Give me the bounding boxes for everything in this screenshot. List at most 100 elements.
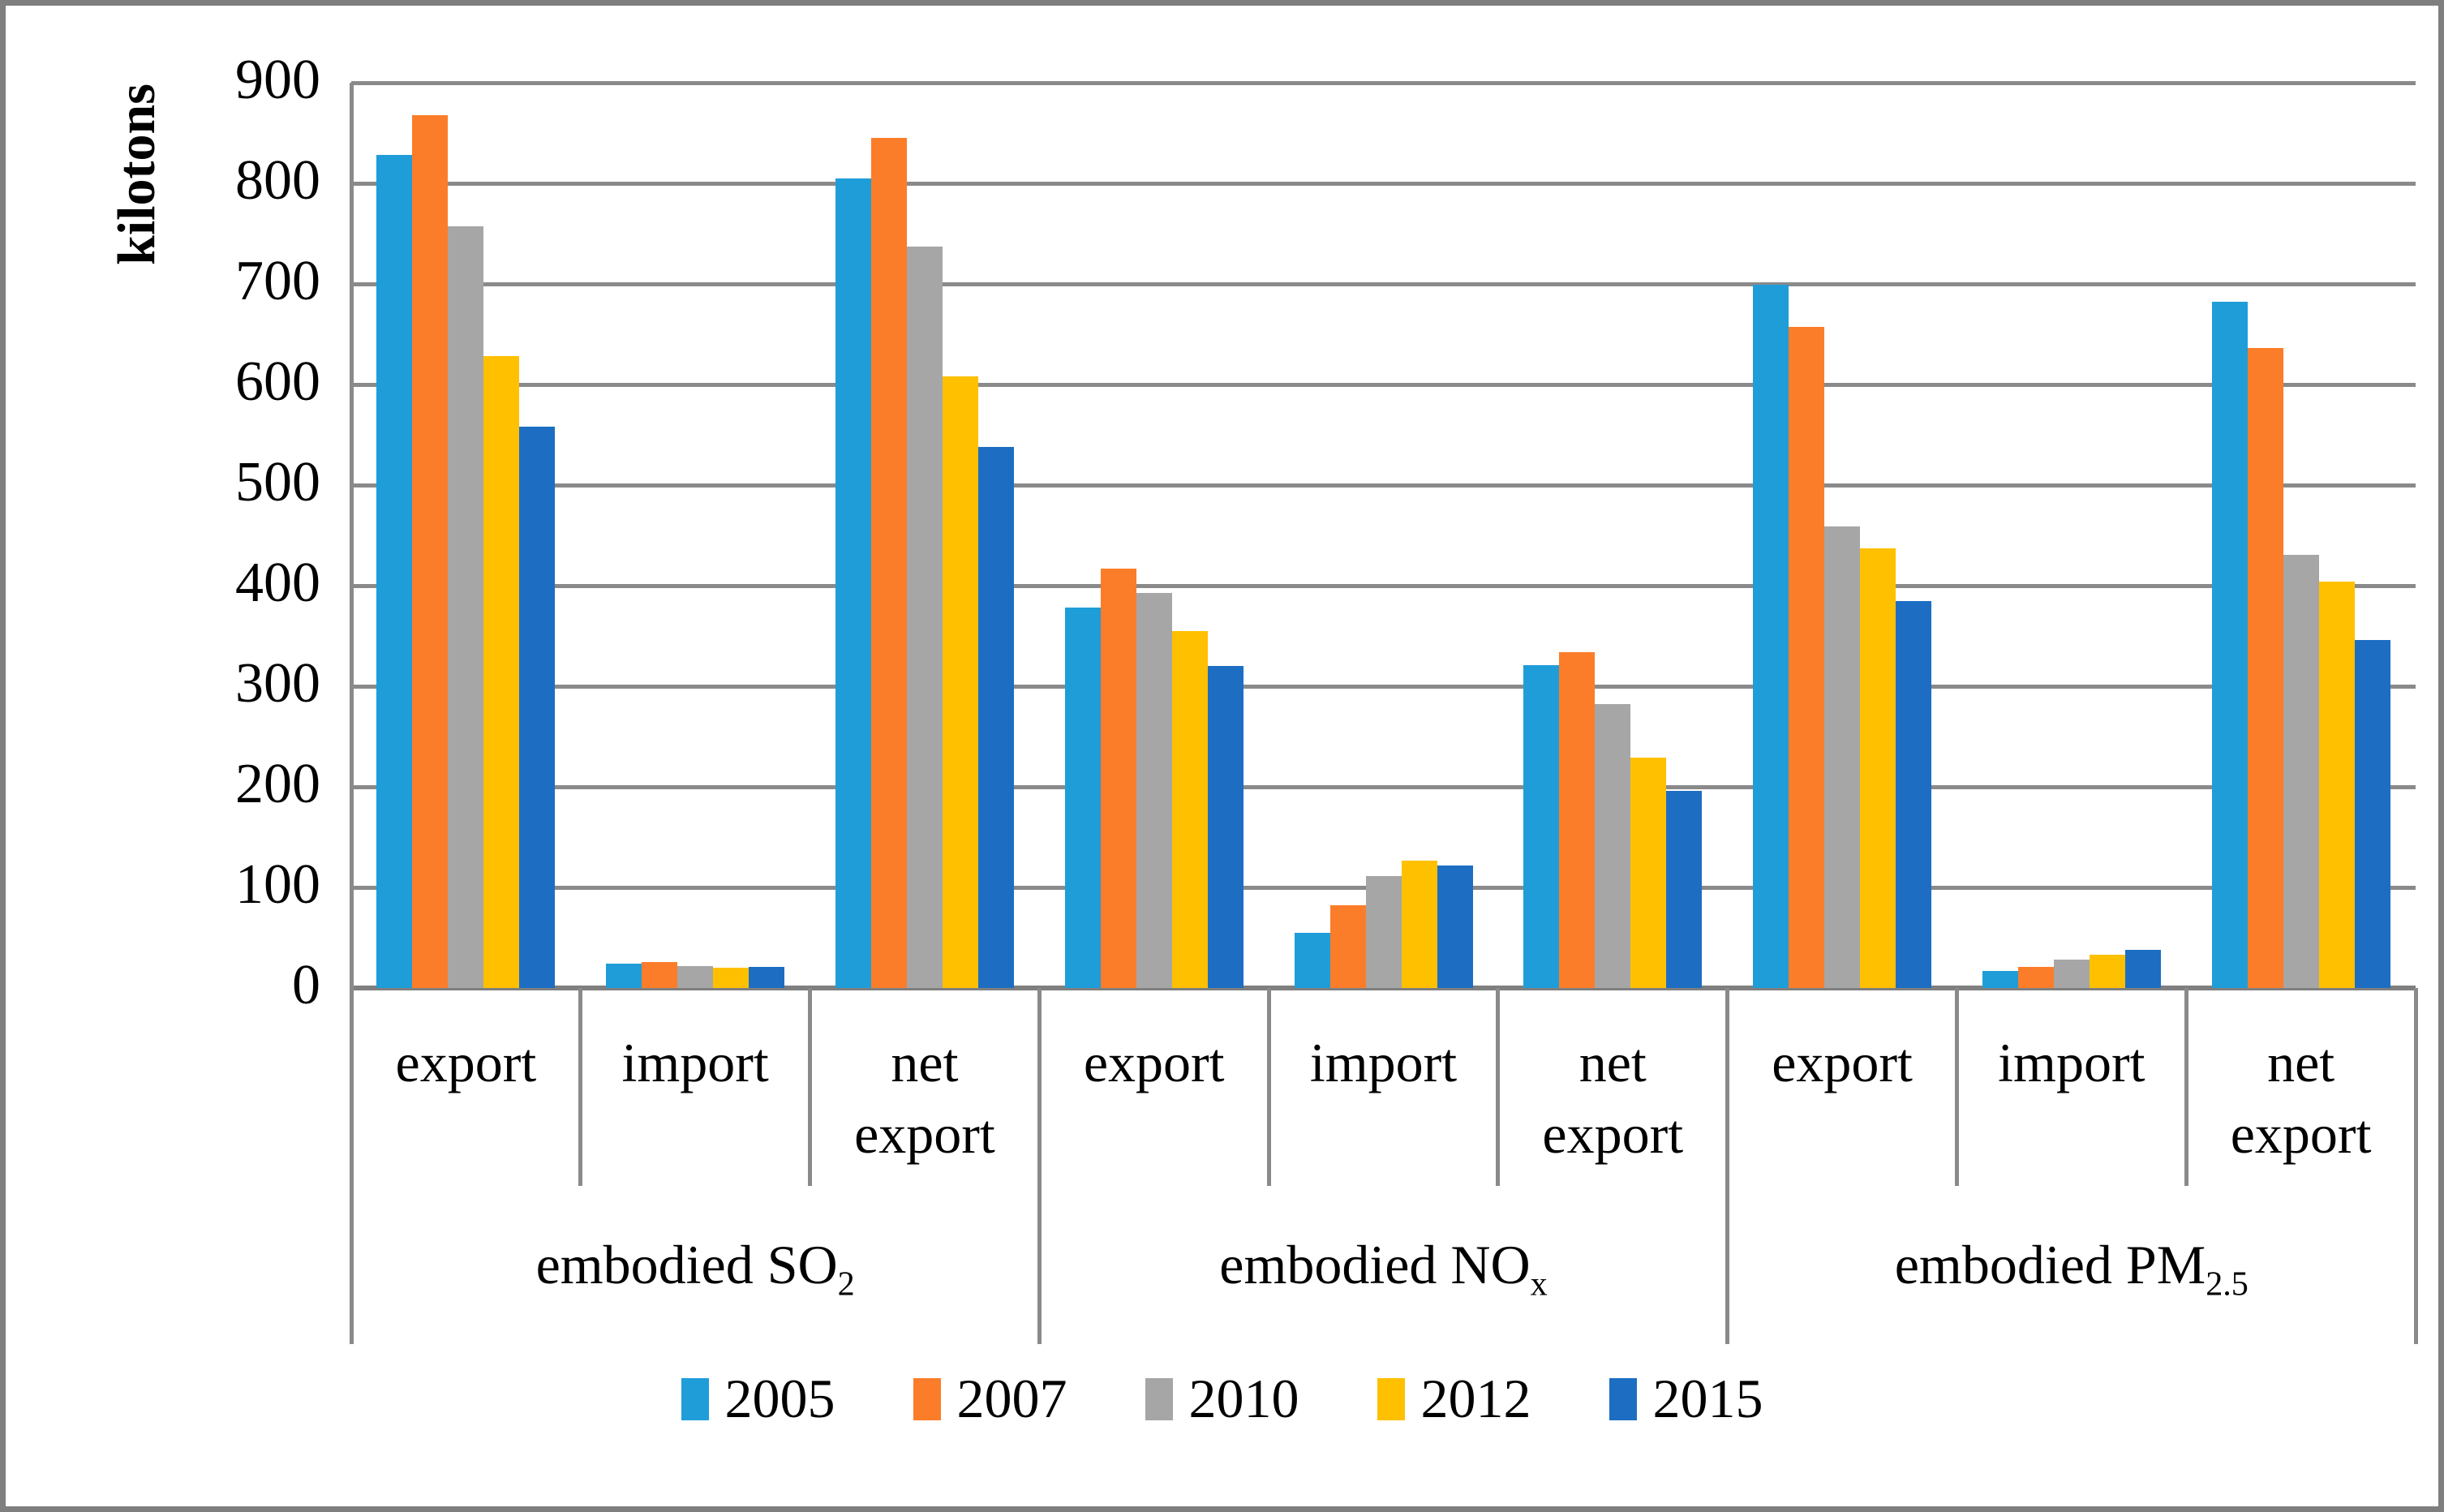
category-divider	[1037, 988, 1042, 1344]
legend-label-2015: 2015	[1652, 1368, 1763, 1429]
bar-2010-cluster5	[1595, 704, 1631, 988]
gridline-700	[351, 281, 2416, 286]
legend-item-2012: 2012	[1377, 1367, 1531, 1431]
bar-2015-cluster8	[2354, 639, 2390, 988]
bar-2007-cluster1	[642, 961, 678, 988]
bar-2012-cluster5	[1630, 758, 1667, 988]
subgroup-divider	[578, 988, 583, 1186]
y-tick-label-900: 900	[235, 48, 320, 111]
bar-2015-cluster6	[1896, 600, 1932, 988]
bar-2007-cluster7	[2017, 966, 2054, 988]
y-tick-label-100: 100	[235, 853, 320, 916]
legend-item-2007: 2007	[913, 1367, 1067, 1431]
x-label-export: export	[1083, 1032, 1225, 1093]
category-label-2: embodied PM2.5	[1728, 1186, 2416, 1344]
x-label-import: import	[1998, 1032, 2145, 1093]
subgroup-divider	[808, 988, 813, 1186]
bar-2007-cluster4	[1329, 905, 1366, 988]
bar-2005-cluster8	[2211, 302, 2248, 988]
y-tick-label-700: 700	[235, 249, 320, 312]
bar-2010-cluster7	[2053, 960, 2090, 988]
y-axis-line	[349, 83, 354, 1344]
subgroup-divider	[1496, 988, 1501, 1186]
bar-2015-cluster1	[749, 966, 785, 988]
bar-2015-cluster7	[2124, 949, 2161, 988]
bar-2015-cluster5	[1666, 790, 1703, 988]
bar-2012-cluster4	[1401, 860, 1437, 988]
bar-2015-cluster4	[1437, 865, 1473, 988]
legend: 2005 2007 2010 2012 2015	[6, 1367, 2438, 1431]
category-label-text: embodied SO2	[535, 1234, 855, 1304]
bar-2010-cluster0	[448, 226, 484, 988]
bar-2015-cluster0	[519, 427, 556, 988]
x-label-net-export: net export	[2230, 1032, 2372, 1165]
x-label-export: export	[395, 1032, 537, 1093]
category-divider	[2413, 988, 2418, 1344]
legend-label-2010: 2010	[1188, 1368, 1299, 1429]
bar-2005-cluster0	[376, 155, 413, 988]
legend-swatch-2007	[913, 1377, 941, 1420]
subgroup-divider	[2184, 988, 2188, 1186]
bar-2005-cluster7	[1982, 970, 2018, 988]
bar-2007-cluster8	[2247, 348, 2283, 988]
y-tick-label-400: 400	[235, 551, 320, 614]
gridline-500	[351, 483, 2416, 488]
bar-2007-cluster2	[870, 138, 907, 988]
bar-2005-cluster2	[835, 178, 871, 988]
legend-item-2015: 2015	[1609, 1367, 1763, 1431]
x-axis-line	[351, 986, 2416, 990]
legend-swatch-2005	[681, 1377, 709, 1420]
bar-2010-cluster2	[906, 247, 943, 988]
category-label-0: embodied SO2	[351, 1186, 1039, 1344]
bar-2012-cluster1	[713, 968, 750, 988]
bar-2007-cluster6	[1789, 327, 1825, 988]
y-tick-label-300: 300	[235, 651, 320, 715]
x-label-net-export: net export	[1542, 1032, 1684, 1165]
bar-2012-cluster3	[1171, 630, 1208, 988]
category-label-text: embodied NOx	[1219, 1234, 1548, 1304]
legend-swatch-2015	[1609, 1377, 1637, 1420]
bar-2005-cluster1	[606, 964, 642, 988]
bar-2005-cluster5	[1523, 664, 1560, 988]
subgroup-divider	[1954, 988, 1959, 1186]
bar-2012-cluster8	[2318, 582, 2355, 988]
bar-2010-cluster1	[677, 965, 714, 988]
y-tick-label-800: 800	[235, 148, 320, 212]
bar-2010-cluster3	[1136, 592, 1172, 988]
bar-2012-cluster0	[483, 356, 520, 988]
y-tick-label-0: 0	[292, 953, 320, 1016]
category-divider	[1725, 988, 1730, 1344]
legend-label-2012: 2012	[1420, 1368, 1531, 1429]
x-label-import: import	[621, 1032, 769, 1093]
legend-swatch-2012	[1377, 1377, 1405, 1420]
gridline-200	[351, 784, 2416, 789]
category-label-1: embodied NOx	[1039, 1186, 1727, 1344]
gridline-400	[351, 583, 2416, 588]
gridline-900	[351, 80, 2416, 85]
y-tick-label-200: 200	[235, 752, 320, 815]
bar-2007-cluster5	[1559, 651, 1596, 988]
bar-2010-cluster6	[1824, 526, 1861, 988]
gridline-800	[351, 181, 2416, 186]
legend-label-2007: 2007	[956, 1368, 1067, 1429]
bar-2007-cluster3	[1100, 568, 1136, 988]
bar-2015-cluster3	[1207, 666, 1243, 988]
legend-item-2005: 2005	[681, 1367, 835, 1431]
bar-2005-cluster4	[1294, 932, 1330, 988]
bar-2012-cluster7	[2089, 955, 2125, 988]
legend-item-2010: 2010	[1145, 1367, 1299, 1431]
bar-2007-cluster0	[412, 114, 449, 988]
legend-label-2005: 2005	[724, 1368, 835, 1429]
bar-2005-cluster3	[1064, 608, 1101, 988]
x-label-net-export: net export	[854, 1032, 995, 1165]
y-tick-label-600: 600	[235, 350, 320, 413]
bar-2012-cluster2	[942, 376, 978, 988]
bar-2012-cluster6	[1860, 548, 1896, 988]
y-tick-label-500: 500	[235, 450, 320, 513]
subgroup-divider	[1266, 988, 1271, 1186]
bar-2010-cluster4	[1365, 876, 1402, 988]
x-label-import: import	[1309, 1032, 1458, 1093]
gridline-300	[351, 684, 2416, 689]
legend-swatch-2010	[1145, 1377, 1173, 1420]
